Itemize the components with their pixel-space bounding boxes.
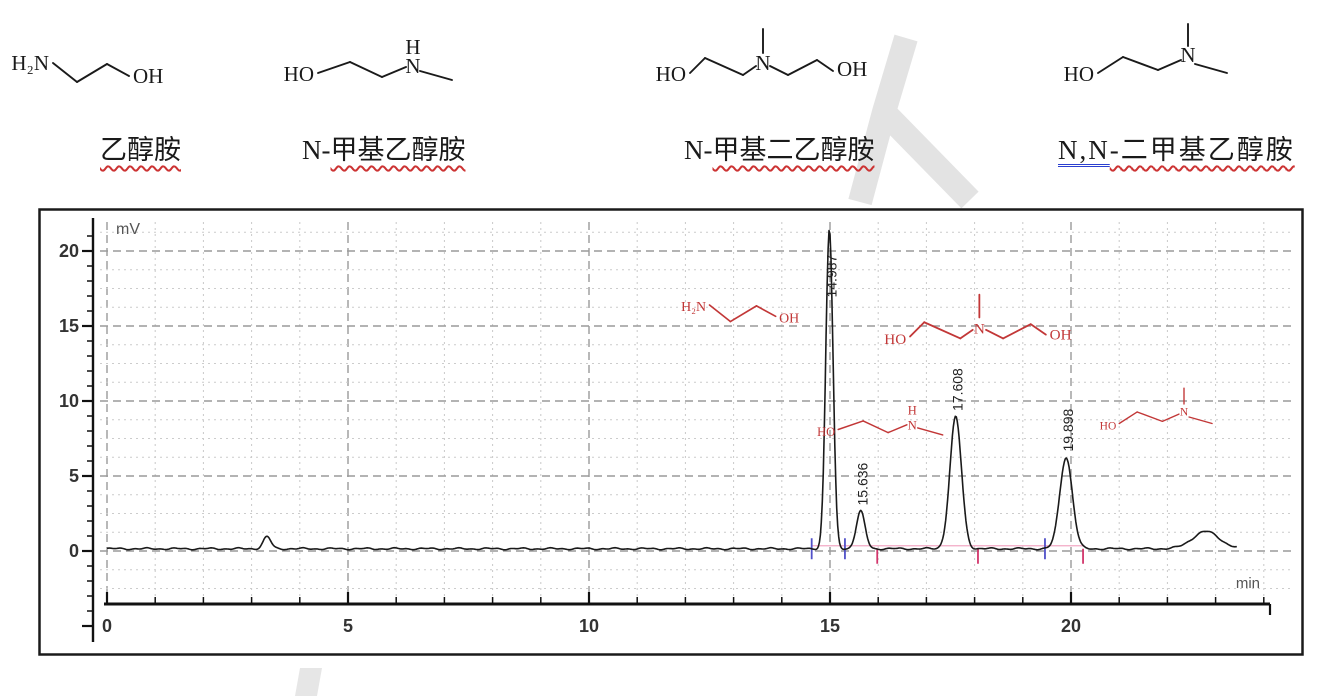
watermark-block xyxy=(295,668,322,696)
axes: 0 5 10 15 20 0 5 10 15 20 xyxy=(59,218,1272,642)
svg-text:H₂N: H₂N xyxy=(11,51,49,75)
x-axis-unit: min xyxy=(1236,575,1260,592)
svg-text:HO: HO xyxy=(1064,62,1094,86)
peak-structure-annotation: HO N OH xyxy=(884,293,1072,348)
chart-border xyxy=(38,208,1304,656)
y-tick-label: 20 xyxy=(59,241,79,261)
peak-retention-label: 15.636 xyxy=(855,462,871,505)
svg-text:OH: OH xyxy=(779,311,799,326)
svg-text:N: N xyxy=(755,51,770,75)
svg-text:HO: HO xyxy=(284,62,314,86)
structure-mea: HO NH xyxy=(284,35,453,86)
compound-label-ethanolamine: 乙醇胺 xyxy=(100,128,181,167)
compound-label-n-methylethanolamine: N-甲基乙醇胺 xyxy=(302,128,466,167)
compound-label-nn-dimethylethanolamine: N,N-二甲基乙醇胺 xyxy=(1058,128,1295,167)
compound-label-n-methyldiethanolamine: N-甲基二乙醇胺 xyxy=(684,128,875,167)
structure-ethanolamine: H₂N OH xyxy=(11,51,163,88)
x-tick-label: 0 xyxy=(102,616,112,636)
svg-text:HO: HO xyxy=(1100,420,1117,432)
watermark-stroke xyxy=(875,103,979,209)
chromatogram: 0 5 10 15 20 0 5 10 15 20 mV min 14.987 15.636 17.608 1… xyxy=(38,208,1304,656)
structure-mdea: HO N OH xyxy=(656,28,867,86)
svg-text:N: N xyxy=(974,321,985,338)
svg-text:OH: OH xyxy=(133,64,163,88)
compound-name: 甲基二乙醇胺 xyxy=(712,135,875,165)
chromatogram-trace xyxy=(106,229,1237,551)
y-tick-label: 10 xyxy=(59,391,79,411)
svg-text:OH: OH xyxy=(837,57,867,81)
svg-text:H: H xyxy=(405,35,420,59)
svg-text:HO: HO xyxy=(884,331,906,348)
y-tick-label: 5 xyxy=(69,466,79,486)
peak-retention-label: 19.898 xyxy=(1060,408,1076,451)
svg-text:N: N xyxy=(1180,43,1195,67)
x-tick-label: 10 xyxy=(579,616,599,636)
peak-retention-label: 17.608 xyxy=(950,368,966,411)
svg-text:H₂N: H₂N xyxy=(681,300,706,315)
y-tick-label: 15 xyxy=(59,316,79,336)
peak-structure-annotation: H₂N OH xyxy=(681,300,799,326)
gridlines xyxy=(100,222,1294,601)
structure-dmea: HO N xyxy=(1064,23,1228,86)
x-tick-label: 20 xyxy=(1061,616,1081,636)
compound-name-prefix: N,N xyxy=(1058,135,1110,165)
y-tick-label: 0 xyxy=(69,541,79,561)
compound-name-prefix: N- xyxy=(684,135,713,165)
x-tick-label: 15 xyxy=(820,616,840,636)
x-tick-label: 5 xyxy=(343,616,353,636)
y-axis-unit: mV xyxy=(116,221,140,238)
compound-name: -二甲基乙醇胺 xyxy=(1109,135,1295,165)
svg-text:OH: OH xyxy=(1050,326,1072,343)
peak-structure-annotation: HO N xyxy=(1100,387,1213,432)
peak-retention-label: 14.987 xyxy=(823,254,839,297)
compound-name: 乙醇胺 xyxy=(100,135,181,165)
compound-name: 甲基乙醇胺 xyxy=(330,135,466,165)
peak-structure-annotation: HO NH xyxy=(817,404,944,439)
svg-text:HO: HO xyxy=(656,62,686,86)
compound-name-prefix: N- xyxy=(302,135,331,165)
svg-text:N: N xyxy=(908,419,917,433)
svg-text:HO: HO xyxy=(817,425,835,439)
svg-text:N: N xyxy=(405,54,420,78)
svg-text:N: N xyxy=(1180,407,1189,419)
svg-text:H: H xyxy=(908,404,917,418)
